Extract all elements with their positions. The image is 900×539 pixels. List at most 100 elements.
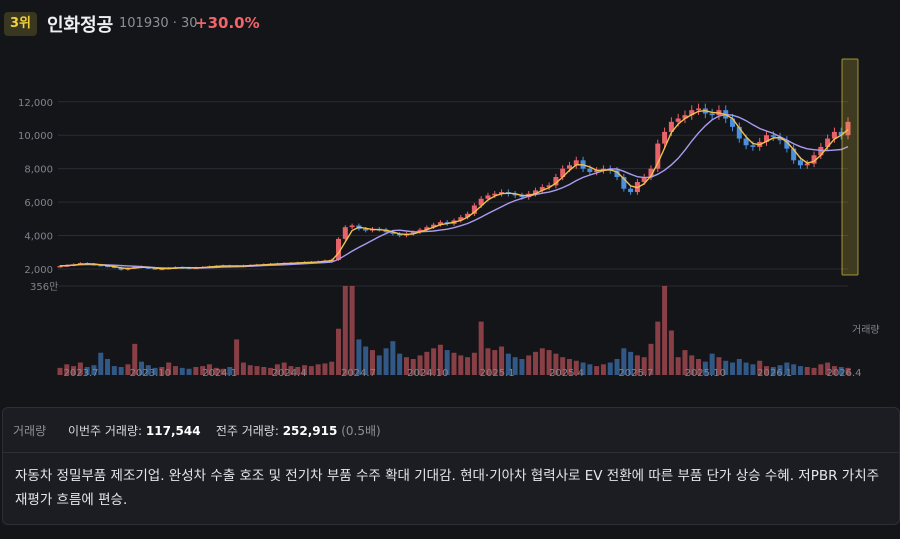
volume-bar bbox=[417, 355, 423, 375]
candle-body bbox=[383, 229, 389, 233]
x-tick-label: 2023.10 bbox=[130, 368, 171, 379]
volume-bar bbox=[254, 366, 260, 375]
candle-body bbox=[492, 193, 498, 196]
candle-body bbox=[668, 121, 674, 132]
candle-body bbox=[533, 190, 539, 194]
volume-bar bbox=[641, 357, 647, 375]
volume-bar bbox=[580, 362, 586, 375]
x-tick-label: 2023.7 bbox=[64, 368, 99, 379]
rank-badge: 3위 bbox=[4, 12, 38, 36]
candle-body bbox=[539, 187, 545, 191]
volume-bar bbox=[186, 368, 192, 375]
divider bbox=[3, 452, 899, 453]
y-tick-label: 12,000 bbox=[18, 98, 53, 109]
x-tick-label: 2024.4 bbox=[272, 368, 307, 379]
candle-body bbox=[145, 267, 151, 269]
volume-bar bbox=[431, 348, 437, 375]
candle-body bbox=[750, 145, 756, 147]
volume-bar bbox=[247, 365, 253, 375]
chart-grid bbox=[58, 101, 848, 287]
candle-body bbox=[573, 160, 579, 166]
volume-bar bbox=[723, 360, 729, 375]
y-tick-label: 8,000 bbox=[24, 165, 53, 176]
volume-bar bbox=[478, 321, 484, 375]
volume-bar bbox=[763, 366, 769, 375]
candle-body bbox=[390, 232, 396, 234]
volume-bar bbox=[302, 365, 308, 375]
stock-code-meta: 101930 · 30 bbox=[119, 16, 198, 31]
candle-body bbox=[342, 227, 348, 239]
volume-bar bbox=[342, 286, 348, 375]
volume-bar bbox=[111, 366, 117, 375]
volume-bar bbox=[689, 355, 695, 375]
volume-bar bbox=[845, 367, 851, 375]
volume-bar bbox=[743, 362, 749, 375]
candle-body bbox=[804, 163, 810, 166]
candle-body bbox=[770, 135, 776, 137]
x-axis-labels: 2023.7 2023.10 2024.1 2024.4 2024.7 2024.10 20… bbox=[64, 368, 862, 379]
volume-bar bbox=[499, 346, 505, 375]
volume-bar bbox=[600, 364, 606, 375]
volume-bar bbox=[369, 350, 375, 375]
volume-bar bbox=[336, 328, 342, 375]
x-tick-label: 2026.4 bbox=[827, 368, 862, 379]
volume-bar bbox=[716, 357, 722, 375]
candle-body bbox=[797, 160, 803, 166]
volume-bar bbox=[634, 355, 640, 375]
volume-bar bbox=[662, 286, 668, 375]
candle-body bbox=[682, 115, 688, 119]
candle-body bbox=[689, 110, 695, 116]
candle-body bbox=[818, 146, 824, 156]
volume-bar bbox=[682, 350, 688, 375]
volume-bar bbox=[288, 366, 294, 375]
volume-bar bbox=[424, 351, 430, 375]
volume-bar bbox=[200, 366, 206, 375]
candle-body bbox=[811, 155, 817, 164]
volume-bar bbox=[152, 367, 158, 375]
volume-bar bbox=[206, 364, 212, 375]
volume-bar bbox=[240, 362, 246, 375]
volume-bar bbox=[315, 364, 321, 375]
volume-bar bbox=[383, 348, 389, 375]
volume-bar bbox=[512, 357, 518, 375]
volume-bar bbox=[91, 365, 97, 375]
stock-name[interactable]: 인화정공 bbox=[47, 15, 114, 36]
volume-bar bbox=[281, 362, 287, 375]
x-tick-label: 2026.1 bbox=[757, 368, 792, 379]
volume-bar bbox=[193, 366, 199, 375]
volume-bars bbox=[57, 286, 851, 375]
candle-body bbox=[336, 238, 342, 260]
candle-body bbox=[566, 165, 572, 169]
candle-body bbox=[845, 121, 851, 136]
volume-bar bbox=[437, 344, 443, 375]
candle-body bbox=[594, 170, 600, 173]
price-change: +30.0% bbox=[195, 14, 260, 32]
candle-body bbox=[600, 168, 606, 171]
candle-body bbox=[628, 188, 634, 193]
volume-bar bbox=[84, 366, 90, 375]
volume-max-label: 356만 bbox=[30, 281, 58, 293]
volume-bar bbox=[505, 353, 511, 375]
volume-bar bbox=[105, 358, 111, 375]
last-week-volume-label: 전주 거래량: bbox=[215, 424, 279, 438]
volume-bar bbox=[132, 343, 138, 375]
candle-body bbox=[512, 193, 518, 196]
volume-bar bbox=[594, 366, 600, 375]
volume-bar bbox=[98, 352, 104, 375]
candle-body bbox=[621, 177, 627, 189]
y-tick-label: 2,000 bbox=[24, 265, 53, 276]
candle-body bbox=[662, 131, 668, 144]
volume-bar bbox=[614, 358, 620, 375]
candle-body bbox=[363, 228, 369, 231]
volume-bar bbox=[471, 352, 477, 375]
candle-body bbox=[784, 140, 790, 149]
volume-bar bbox=[166, 362, 172, 375]
volume-bar bbox=[376, 355, 382, 375]
volume-bar bbox=[451, 352, 457, 375]
volume-bar bbox=[519, 358, 525, 375]
volume-bar bbox=[227, 366, 233, 375]
volume-bar bbox=[234, 339, 240, 375]
price-chart[interactable]: 12,000 10,000 8,000 6,000 4,000 2,000 356만 거래… bbox=[0, 50, 900, 380]
x-tick-label: 2025.1 bbox=[480, 368, 515, 379]
x-tick-label: 2024.7 bbox=[341, 368, 376, 379]
